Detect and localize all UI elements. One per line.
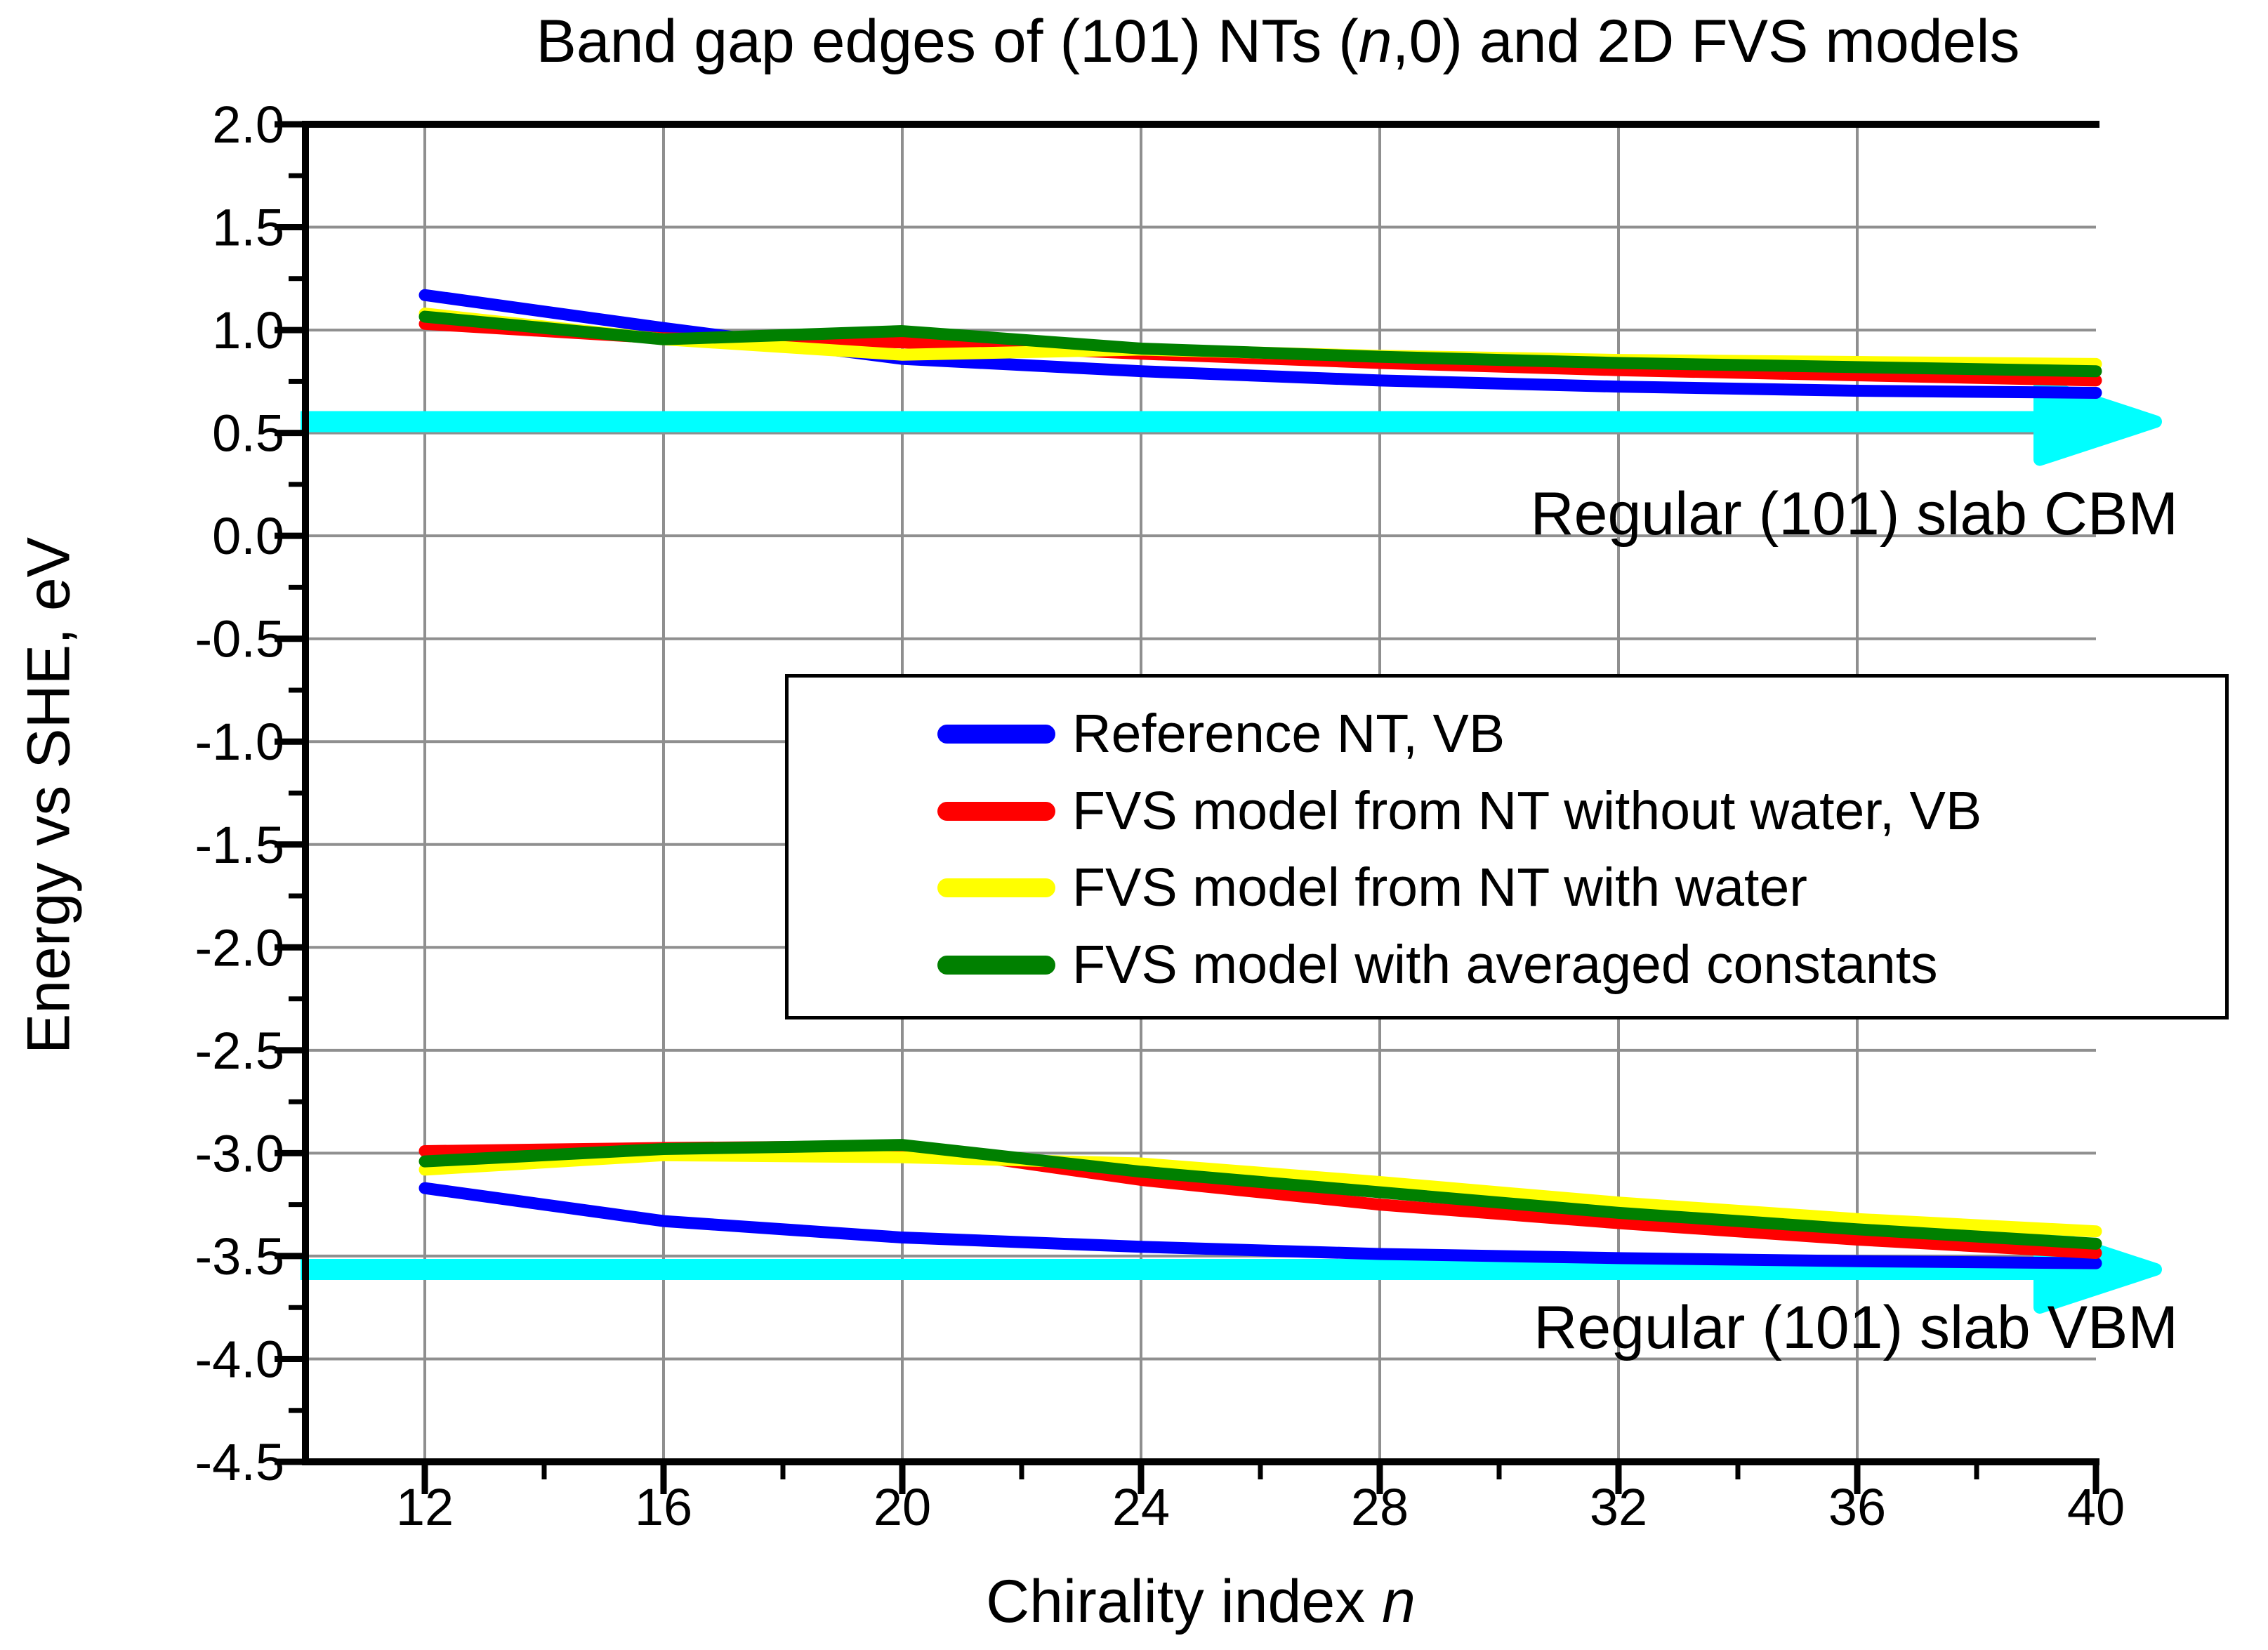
legend-label-3: FVS model with averaged constants <box>1072 934 1938 995</box>
svg-text:1.5: 1.5 <box>212 199 284 257</box>
legend-swatch-1 <box>937 801 1055 821</box>
legend-item-1: FVS model from NT without water, VB <box>937 780 2218 843</box>
tick-marks <box>275 121 2099 1494</box>
x-axis-title-italic-n: n <box>1382 1568 1416 1635</box>
curve-vb-1 <box>418 1140 2102 1260</box>
svg-text:1.0: 1.0 <box>212 301 284 359</box>
chart-title-italic-n: n <box>1358 8 1392 75</box>
svg-text:28: 28 <box>1351 1478 1409 1536</box>
svg-text:20: 20 <box>873 1478 931 1536</box>
legend-label-1: FVS model from NT without water, VB <box>1072 780 1982 841</box>
reference-arrows <box>301 377 2162 1314</box>
vbm-reference-label: Regular (101) slab VBM <box>1534 1294 2178 1361</box>
y-axis-title: Energy vs SHE, eV <box>15 536 83 1055</box>
svg-text:0.5: 0.5 <box>212 404 284 463</box>
svg-text:-3.5: -3.5 <box>195 1227 284 1286</box>
curve-vb-3 <box>418 1139 2102 1250</box>
svg-text:12: 12 <box>396 1478 454 1536</box>
svg-text:-4.5: -4.5 <box>195 1433 284 1491</box>
legend-label-2: FVS model from NT with water <box>1072 857 1807 918</box>
legend-swatch-0 <box>937 725 1055 744</box>
svg-text:-1.5: -1.5 <box>195 816 284 874</box>
legend-swatch-2 <box>937 878 1055 898</box>
curve-cb-3 <box>418 310 2102 378</box>
legend-item-3: FVS model with averaged constants <box>937 934 2218 996</box>
legend-item-0: Reference NT, VB <box>937 703 2218 765</box>
data-curves <box>418 289 2102 1269</box>
legend: Reference NT, VB FVS model from NT withou… <box>785 674 2229 1019</box>
svg-text:-4.0: -4.0 <box>195 1330 284 1388</box>
svg-text:40: 40 <box>2067 1478 2125 1536</box>
curve-vb-2 <box>418 1149 2102 1238</box>
legend-label-0: Reference NT, VB <box>1072 704 1505 765</box>
svg-text:-2.0: -2.0 <box>195 918 284 977</box>
svg-text:32: 32 <box>1590 1478 1647 1536</box>
x-axis-title-pre: Chirality index <box>986 1568 1383 1635</box>
legend-item-2: FVS model from NT with water <box>937 857 2218 919</box>
svg-text:24: 24 <box>1112 1478 1170 1536</box>
svg-text:16: 16 <box>635 1478 692 1536</box>
x-axis-title: Chirality index n <box>305 1567 2096 1637</box>
svg-text:-3.0: -3.0 <box>195 1124 284 1182</box>
svg-text:0.0: 0.0 <box>212 507 284 565</box>
chart-title: Band gap edges of (101) NTs (n,0) and 2D… <box>305 7 2250 77</box>
chart-title-pre: Band gap edges of (101) NTs ( <box>536 8 1359 75</box>
svg-text:-2.5: -2.5 <box>195 1022 284 1080</box>
tick-labels: 12 16 20 24 28 32 36 40 2.0 1.5 1.0 0.5 0.0 -0.5 -1.0 -… <box>195 95 2125 1536</box>
svg-text:-0.5: -0.5 <box>195 610 284 668</box>
chart-title-post: ,0) and 2D FVS models <box>1392 8 2020 75</box>
svg-text:2.0: 2.0 <box>212 95 284 154</box>
curve-vb-0 <box>418 1182 2102 1269</box>
svg-text:36: 36 <box>1828 1478 1886 1536</box>
legend-swatch-3 <box>937 955 1055 975</box>
cbm-reference-label: Regular (101) slab CBM <box>1530 480 2178 548</box>
svg-text:-1.0: -1.0 <box>195 713 284 771</box>
